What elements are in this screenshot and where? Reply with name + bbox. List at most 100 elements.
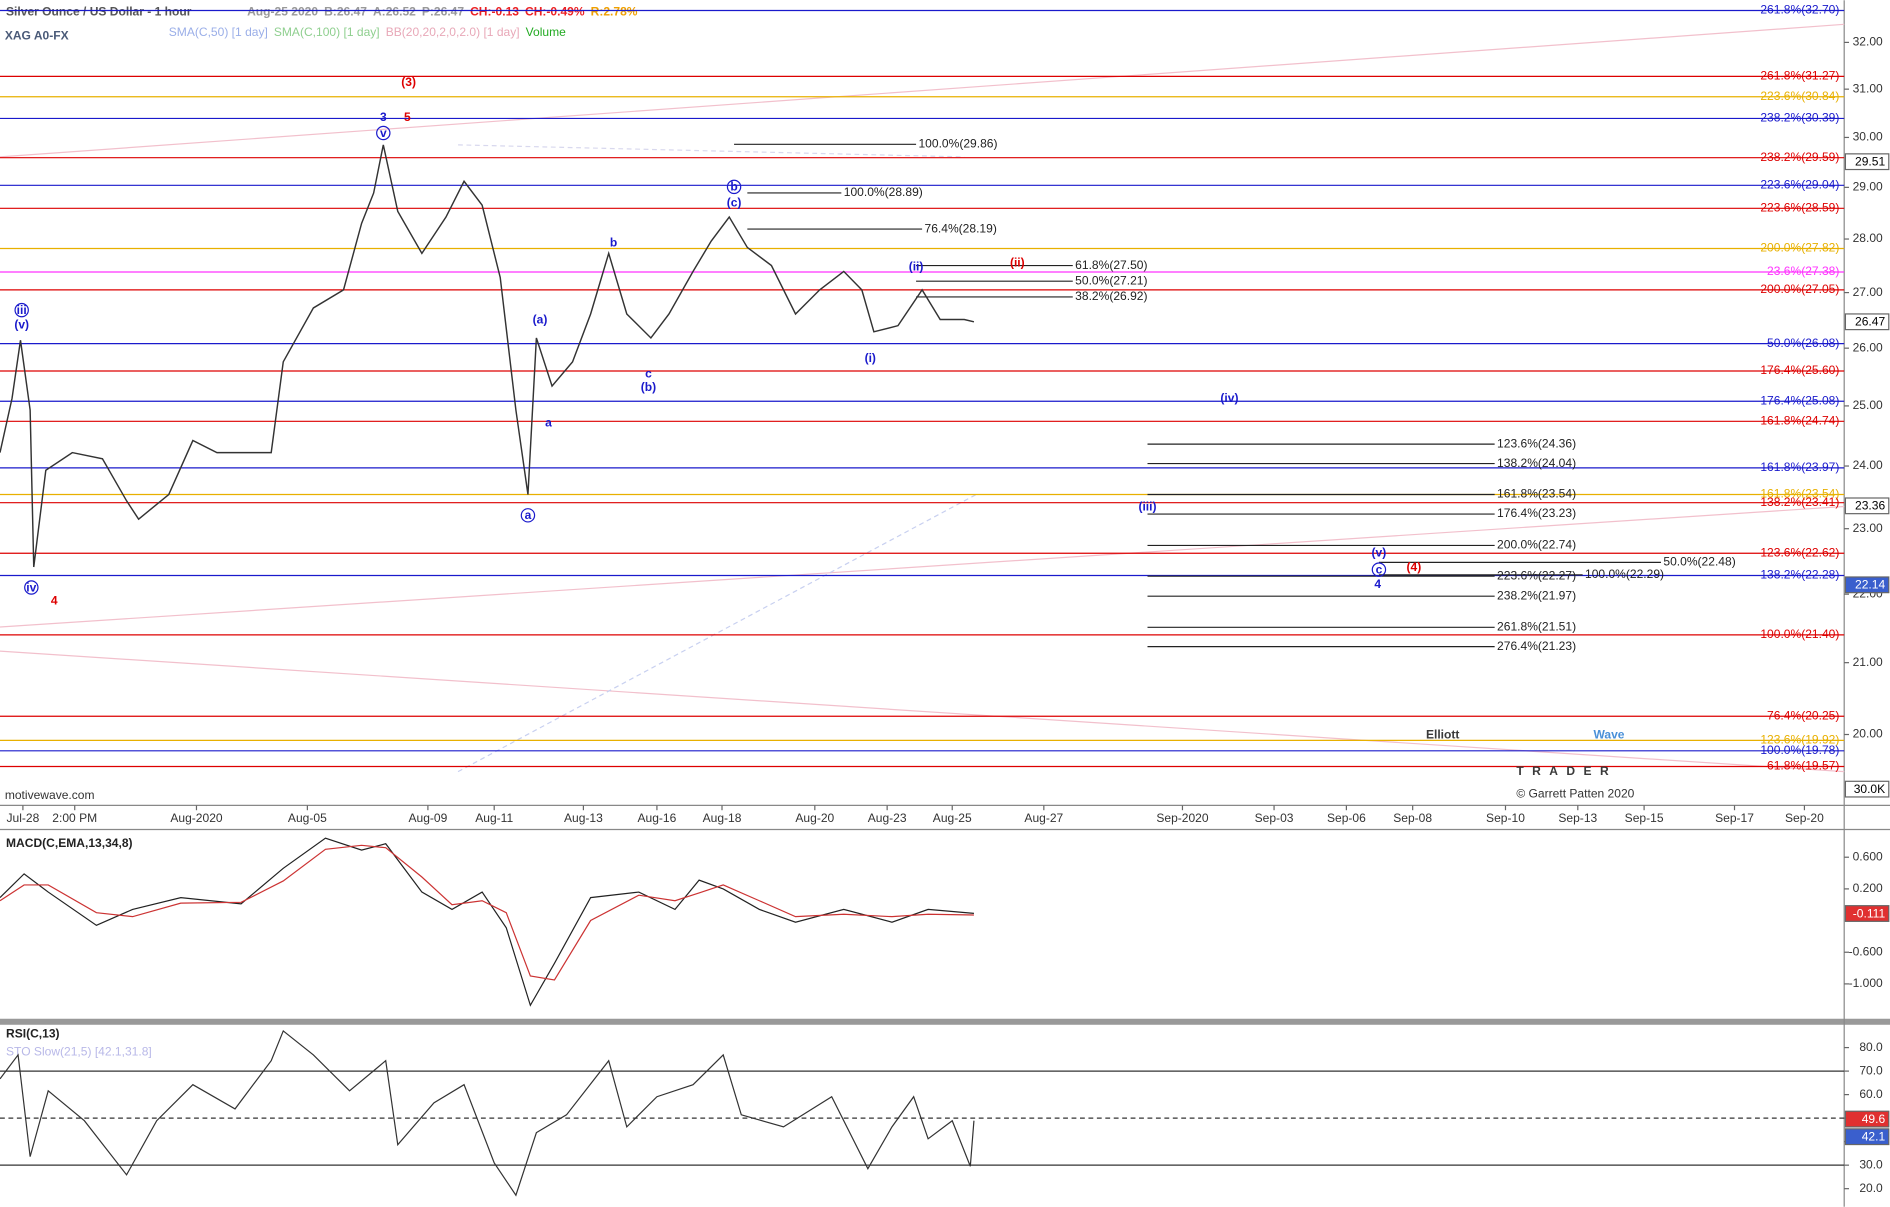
projection-label: 61.8%(27.50) [1075, 258, 1147, 272]
macd-line [0, 837, 974, 1007]
wave-circle [14, 302, 29, 318]
fib-label: 161.8%(23.54) [1760, 487, 1839, 501]
wave-label: iv [26, 580, 36, 594]
x-tick-label: Aug-09 [408, 811, 447, 825]
y-tick-label: 27.00 [1853, 285, 1883, 299]
fib-label: 261.8%(32.70) [1760, 3, 1839, 17]
x-tick-label: Sep-03 [1255, 811, 1294, 825]
wave-label: 5 [404, 110, 411, 124]
wave-label: (i) [865, 351, 876, 365]
trend-line [0, 505, 1845, 628]
y-tick-label: 28.00 [1853, 231, 1883, 245]
x-tick-label: Sep-10 [1486, 811, 1525, 825]
projection-label: 161.8%(23.54) [1497, 487, 1576, 501]
projection-label: 100.0%(22.29) [1585, 567, 1664, 581]
axis-tag: 26.47 [1855, 315, 1885, 329]
axis-tag: 49.6 [1862, 1112, 1886, 1126]
fib-label: 100.0%(19.78) [1760, 743, 1839, 757]
wave-circle [376, 125, 391, 141]
wave-label: c [645, 367, 652, 381]
trend-line [0, 650, 1845, 773]
x-tick-label: Sep-13 [1558, 811, 1597, 825]
panel-subtitle: STO Slow(21,5) [42.1,31.8] [6, 1045, 152, 1059]
quote-item: B:26.47 [324, 4, 367, 18]
wave-circle [1371, 562, 1387, 577]
axis-tag-box [1844, 1110, 1890, 1128]
x-tick-label: Sep-15 [1625, 811, 1664, 825]
fib-label: 23.6%(27.38) [1767, 264, 1839, 278]
y-tick-label: 21.00 [1853, 655, 1883, 669]
projection-label: 176.4%(23.23) [1497, 506, 1576, 520]
quote-item: A:26.52 [373, 4, 416, 18]
wave-label: (v) [1372, 545, 1387, 559]
x-tick-label: Aug-23 [868, 811, 907, 825]
x-tick-label: Aug-11 [475, 811, 513, 825]
quote-item: CH:-0.13 [470, 4, 519, 18]
logo-trader: TRADER [1516, 764, 1617, 778]
copyright: © Garrett Patten 2020 [1516, 787, 1634, 801]
x-tick-label: Aug-05 [288, 811, 327, 825]
indicator: BB(20,20,2,0,2.0) [1 day] [386, 25, 520, 39]
watermark: motivewave.com [5, 788, 95, 802]
fib-label: 138.2%(23.41) [1760, 495, 1839, 509]
macd-line [0, 844, 974, 981]
fib-label: 76.4%(20.25) [1767, 708, 1839, 722]
wave-label: b [610, 236, 617, 250]
fib-label: 123.6%(22.62) [1760, 545, 1839, 559]
trend-line [0, 23, 1845, 158]
quote: Aug-25 2020 B:26.47 A:26.52 P:26.47 CH:-0.13… [247, 4, 638, 18]
axis-tag-box [1844, 905, 1890, 922]
indicator: SMA(C,100) [1 day] [274, 25, 380, 39]
axis-tag-box [1844, 313, 1890, 331]
wave-label: c [1376, 562, 1383, 576]
fib-label: 200.0%(27.82) [1760, 241, 1839, 255]
indicators: SMA(C,50) [1 day] SMA(C,100) [1 day] BB(20… [169, 25, 566, 39]
y-tick-label: 60.0 [1859, 1087, 1883, 1101]
y-tick-label: 80.0 [1859, 1040, 1883, 1054]
fib-label: 223.6%(29.04) [1760, 178, 1839, 192]
wave-label: iii [17, 303, 27, 317]
y-tick-label: -1.000 [1849, 976, 1883, 990]
x-tick-label: Aug-20 [795, 811, 834, 825]
wave-label: 3 [380, 110, 387, 124]
fib-label: 138.2%(22.28) [1760, 568, 1839, 582]
quote-item: Aug-25 2020 [247, 4, 318, 18]
projection-label: 50.0%(22.48) [1663, 555, 1735, 569]
axis-tag-box [1844, 153, 1890, 171]
x-tick-label: Aug-27 [1024, 811, 1063, 825]
quote-item: R:2.78% [591, 4, 638, 18]
projection-label: 38.2%(26.92) [1075, 289, 1147, 303]
panel-title: MACD(C,EMA,13,34,8) [6, 836, 133, 850]
fib-label: 223.6%(28.59) [1760, 201, 1839, 215]
trend-line [458, 144, 965, 158]
quote-item: P:26.47 [422, 4, 464, 18]
x-tick-label: Sep-06 [1327, 811, 1366, 825]
wave-circle [726, 179, 742, 195]
fib-label: 50.0%(26.08) [1767, 336, 1839, 350]
x-tick-label: 2:00 PM [52, 811, 97, 825]
y-tick-label: 20.0 [1859, 1181, 1883, 1195]
x-tick-label: Sep-08 [1393, 811, 1432, 825]
axis-tag-box [1844, 576, 1890, 594]
y-tick-label: 32.00 [1853, 35, 1883, 49]
logo-elliott: Elliott [1426, 728, 1459, 742]
y-tick-label: 30.0 [1859, 1157, 1883, 1171]
wave-label: a [545, 415, 552, 429]
projection-label: 276.4%(21.23) [1497, 639, 1576, 653]
x-tick-label: Aug-2020 [170, 811, 223, 825]
fib-label: 61.8%(19.57) [1767, 759, 1839, 773]
wave-label: (iii) [1138, 499, 1156, 513]
wave-label: 4 [51, 594, 58, 608]
axis-tag: -0.111 [1853, 906, 1886, 920]
projection-label: 100.0%(28.89) [844, 185, 923, 199]
projection-label: 138.2%(24.04) [1497, 456, 1576, 470]
wave-label: (c) [727, 195, 742, 209]
volume-tag-box [1844, 780, 1890, 798]
x-tick-label: Aug-13 [564, 811, 603, 825]
projection-label: 100.0%(29.86) [918, 137, 997, 151]
layer: Silver Ounce / US Dollar - 1 hour Aug-25 … [0, 3, 1890, 1197]
wave-label: (4) [1407, 560, 1422, 574]
projection-label: 123.6%(24.36) [1497, 436, 1576, 450]
